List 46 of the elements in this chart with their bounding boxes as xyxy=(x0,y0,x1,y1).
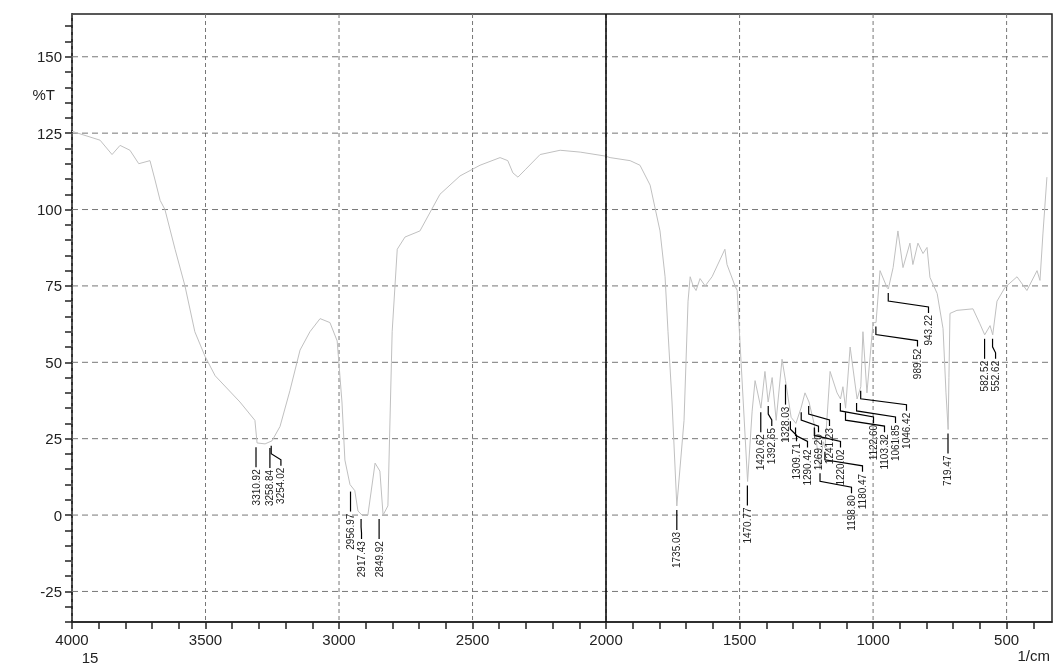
x-tick-label: 2000 xyxy=(589,631,623,648)
x-tick-label: 1000 xyxy=(856,631,890,648)
annotation: 1309.71 xyxy=(791,442,802,480)
x-tick-label: 500 xyxy=(994,631,1020,648)
y-tick-label: 50 xyxy=(45,353,62,371)
annotation: 1180.47 xyxy=(857,473,868,510)
annotation: 2917.43 xyxy=(356,540,368,578)
annotation: 719.47 xyxy=(942,455,954,487)
y-tick-label: 25 xyxy=(45,430,62,448)
y-tick-label: -25 xyxy=(40,582,62,600)
annotation: 1122.60 xyxy=(868,424,879,461)
x-axis-title: 1/cm xyxy=(1017,647,1050,664)
annotation: 1103.32 xyxy=(879,433,890,470)
annotation: 582.52 xyxy=(979,360,991,392)
annotation: 3258.84 xyxy=(264,469,276,507)
annotation: 2956.97 xyxy=(345,513,357,550)
y-tick-label: 125 xyxy=(36,124,62,142)
annotation: 3310.92 xyxy=(250,468,262,506)
annotation: 1328.03 xyxy=(780,406,791,443)
x-tick-label: 4000 xyxy=(55,631,89,648)
annotation: 1220.02 xyxy=(835,448,846,486)
annotation: 1420.62 xyxy=(755,433,767,471)
x-tick-label: 1500 xyxy=(722,631,757,648)
x-tick-label: 3000 xyxy=(322,631,356,648)
annotation: 1046.42 xyxy=(901,412,912,449)
annotation: 1198.80 xyxy=(846,494,857,531)
annotation: 1269.20 xyxy=(813,433,824,471)
annotation: 943.22 xyxy=(923,314,934,346)
annotation: 552.62 xyxy=(990,360,1002,392)
x-tick-label: 3500 xyxy=(188,631,223,648)
y-axis-title: %T xyxy=(32,86,55,104)
annotation: 1392.65 xyxy=(766,427,778,465)
annotation: 3254.02 xyxy=(275,467,287,504)
annotation: 2849.92 xyxy=(373,540,385,578)
annotation: 1241.23 xyxy=(824,427,835,465)
text: 15 xyxy=(81,649,99,666)
annotation: 1470.77 xyxy=(741,507,753,544)
annotation: 1290.42 xyxy=(802,448,813,486)
annotation: 989.52 xyxy=(912,348,923,380)
y-tick-label: 75 xyxy=(45,277,62,295)
y-tick-label: 150 xyxy=(36,48,62,66)
annotation: 1061.85 xyxy=(890,424,901,462)
y-tick-label: 0 xyxy=(53,506,62,524)
x-tick-label: 2500 xyxy=(455,631,490,648)
annotation: 1735.03 xyxy=(671,531,683,569)
y-tick-label: 100 xyxy=(36,201,62,219)
